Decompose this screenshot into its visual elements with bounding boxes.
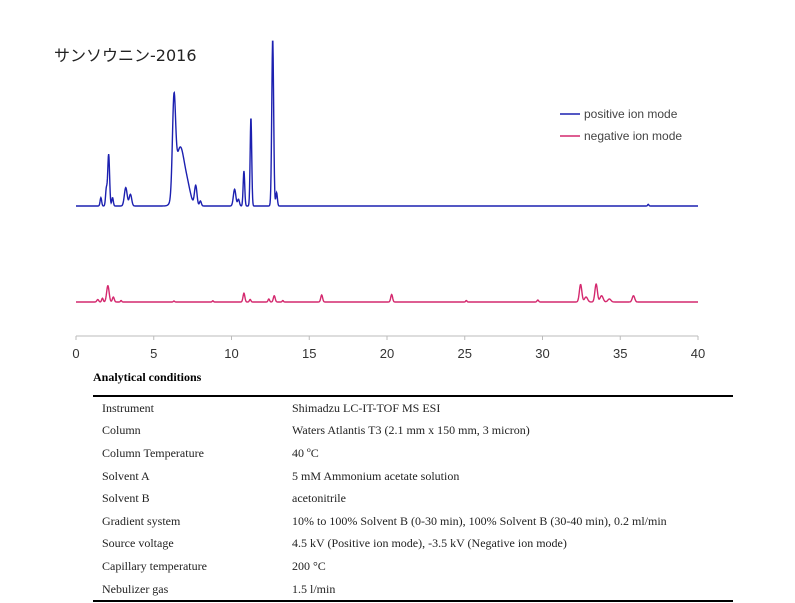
condition-label: Solvent A <box>102 468 150 483</box>
table-row: Nebulizer gas 1.5 l/min <box>93 578 733 602</box>
table-row: Column Waters Atlantis T3 (2.1 mm x 150 m… <box>93 420 733 443</box>
condition-value: 1.5 l/min <box>292 581 336 596</box>
chromatogram-chart: サンソウニン-2016 positive ion mode negative i… <box>54 40 705 361</box>
x-axis: 0 5 10 15 20 25 30 35 40 <box>72 335 705 361</box>
x-tick-label: 35 <box>613 346 627 361</box>
x-tick-label: 5 <box>150 346 157 361</box>
x-tick-label: 20 <box>380 346 394 361</box>
series-line-negative <box>76 283 698 303</box>
condition-value: Shimadzu LC-IT-TOF MS ESI <box>292 400 441 415</box>
legend: positive ion mode negative ion mode <box>560 107 682 143</box>
condition-label: Solvent B <box>102 491 150 506</box>
condition-value: Waters Atlantis T3 (2.1 mm x 150 mm, 3 m… <box>292 423 530 438</box>
condition-value: acetonitrile <box>292 491 346 506</box>
condition-value: 4.5 kV (Positive ion mode), -3.5 kV (Neg… <box>292 536 567 551</box>
conditions-table: Instrument Shimadzu LC-IT-TOF MS ESI Colum… <box>93 395 733 603</box>
x-tick-label: 30 <box>535 346 549 361</box>
series-layer <box>76 40 698 303</box>
condition-label: Column <box>102 423 141 438</box>
condition-value: 10% to 100% Solvent B (0-30 min), 100% S… <box>292 513 667 528</box>
condition-label: Capillary temperature <box>102 558 207 573</box>
x-tick-label: 40 <box>691 346 705 361</box>
table-row: Column Temperature 40 ºC <box>93 442 733 465</box>
condition-label: Column Temperature <box>102 445 204 460</box>
condition-value: 200 °C <box>292 558 326 573</box>
x-tick-label: 10 <box>224 346 238 361</box>
conditions-heading: Analytical conditions <box>93 370 202 384</box>
condition-value: 40 ºC <box>292 445 319 460</box>
table-row: Instrument Shimadzu LC-IT-TOF MS ESI <box>93 396 733 420</box>
table-row: Solvent B acetonitrile <box>93 487 733 510</box>
table-row: Solvent A 5 mM Ammonium acetate solution <box>93 465 733 488</box>
x-tick-label: 0 <box>72 346 79 361</box>
condition-label: Gradient system <box>102 513 181 528</box>
legend-label-negative: negative ion mode <box>584 129 682 143</box>
condition-label: Instrument <box>102 400 154 415</box>
legend-label-positive: positive ion mode <box>584 107 678 121</box>
table-row: Capillary temperature 200 °C <box>93 555 733 578</box>
table-row: Source voltage 4.5 kV (Positive ion mode)… <box>93 533 733 556</box>
chart-title: サンソウニン-2016 <box>54 46 197 65</box>
condition-value: 5 mM Ammonium acetate solution <box>292 468 460 483</box>
table-row: Gradient system 10% to 100% Solvent B (0-… <box>93 510 733 533</box>
x-tick-label: 15 <box>302 346 316 361</box>
x-tick-label: 25 <box>458 346 472 361</box>
condition-label: Nebulizer gas <box>102 581 169 596</box>
condition-label: Source voltage <box>102 536 174 551</box>
series-line-positive <box>76 40 698 207</box>
